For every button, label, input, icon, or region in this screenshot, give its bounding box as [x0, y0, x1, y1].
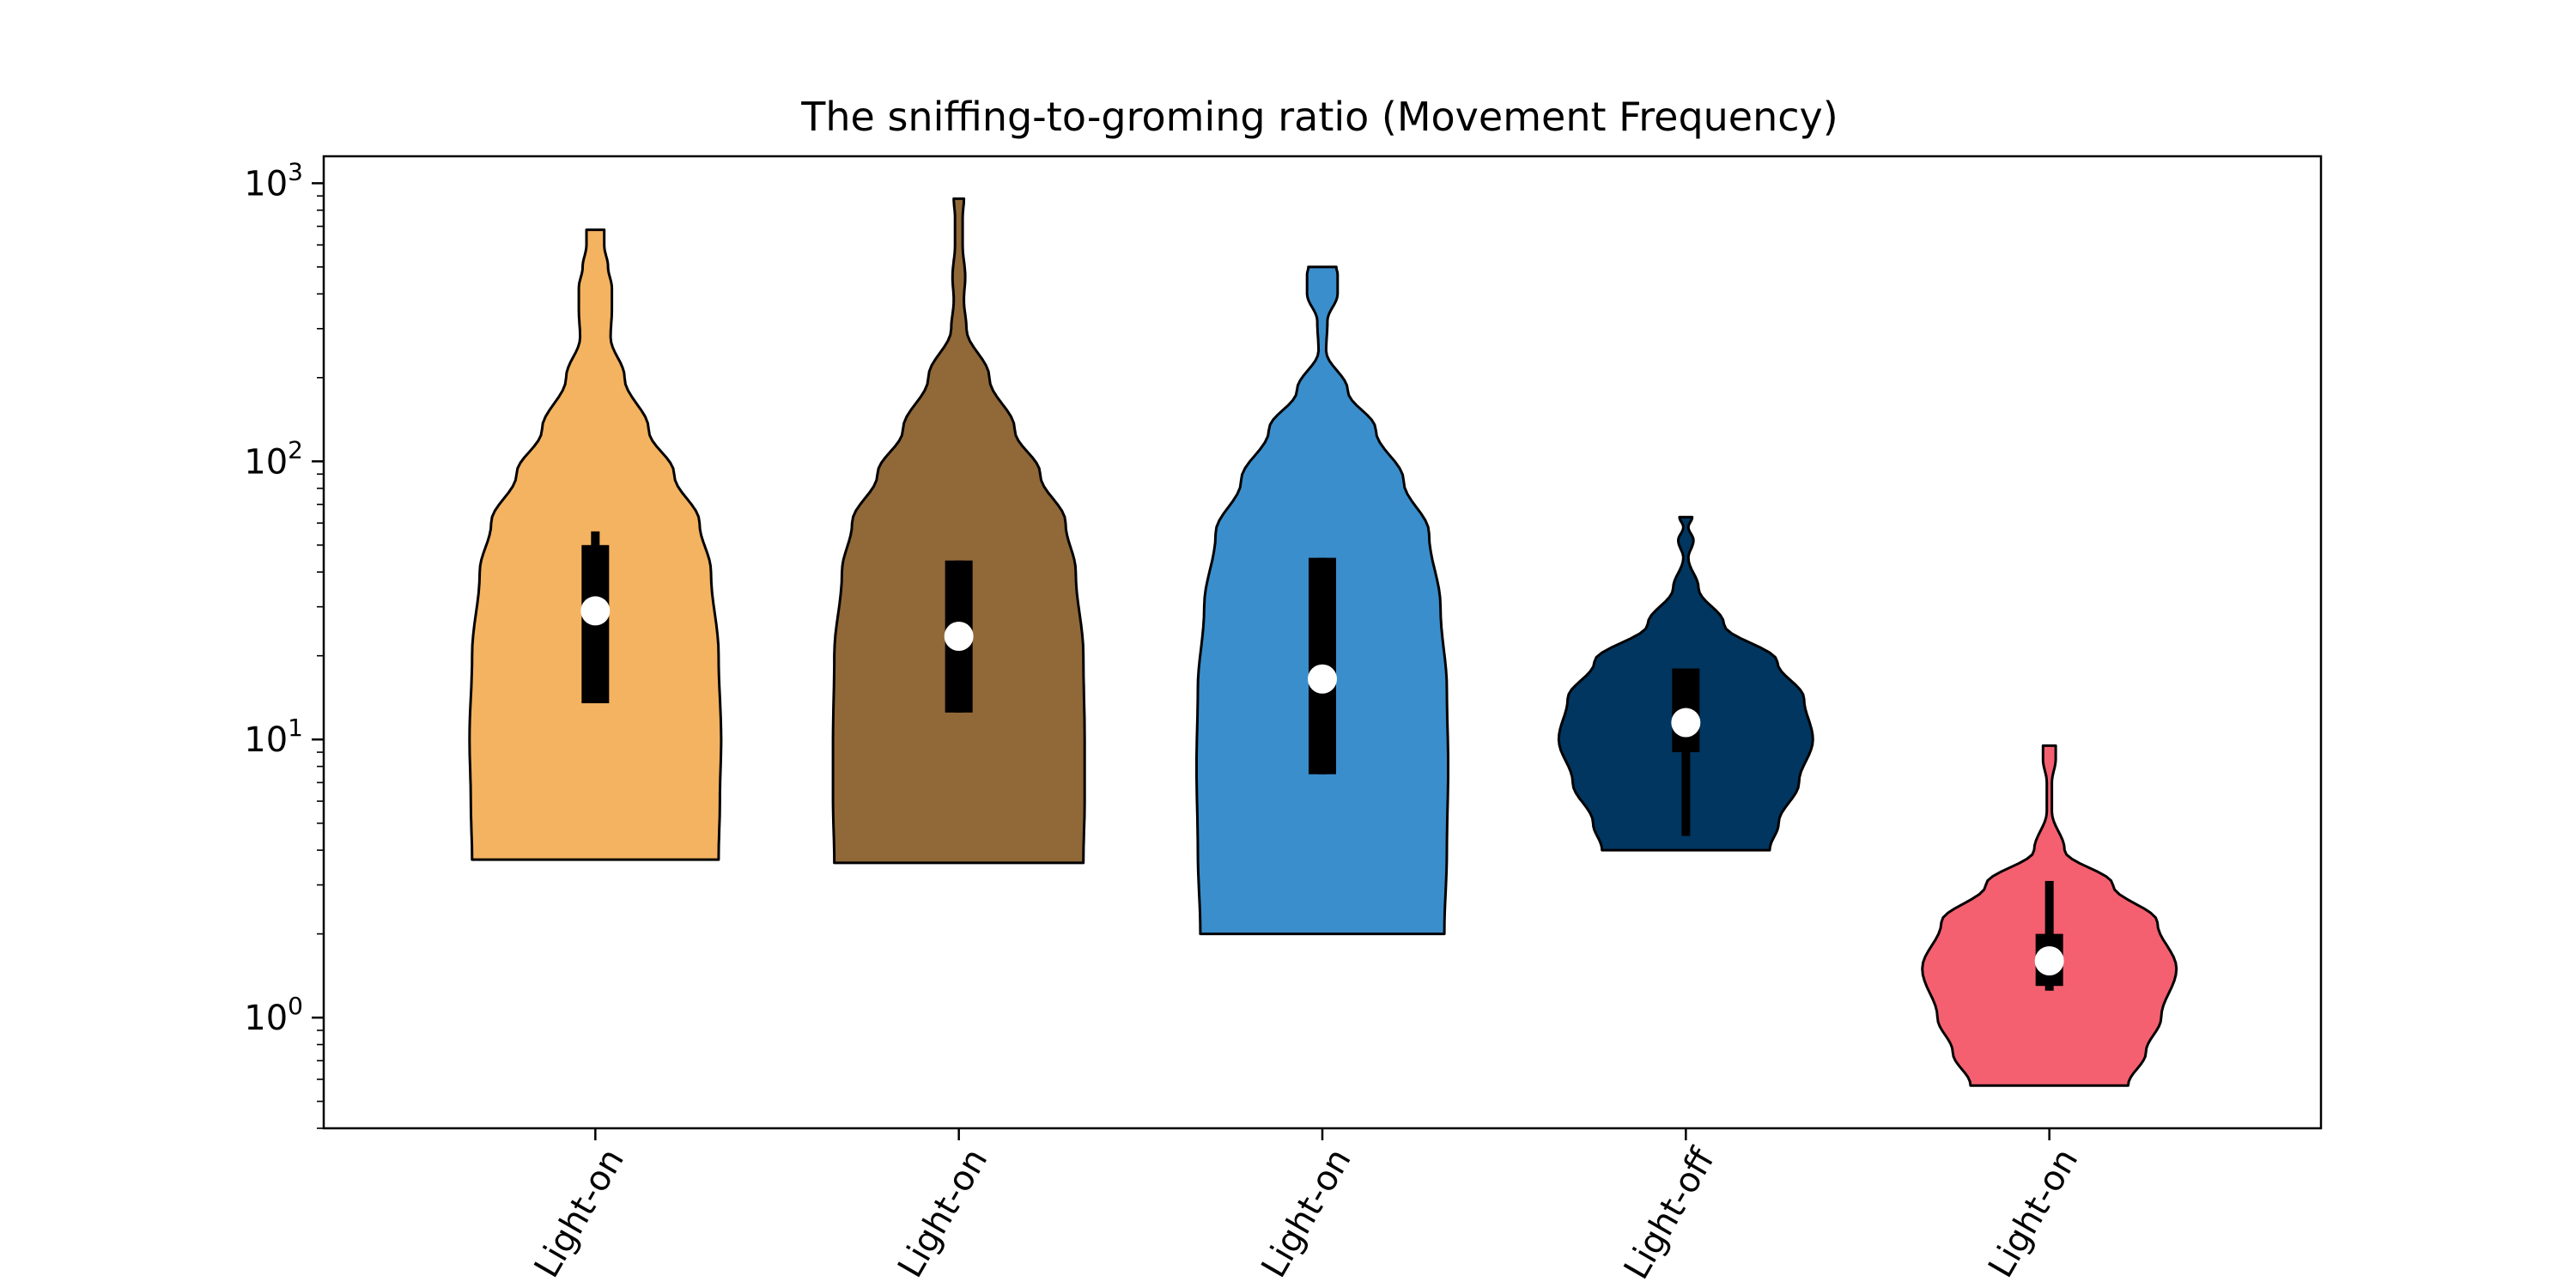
violin-median-point	[1671, 708, 1701, 738]
violin-5	[1921, 744, 2178, 1087]
y-tick-label: 102	[244, 435, 303, 482]
y-tick-label: 103	[244, 157, 303, 204]
violin-2	[831, 197, 1086, 865]
violin-1	[468, 228, 723, 861]
violin-4	[1557, 515, 1814, 852]
x-axis: Light-on Light-on Light-on Light-off Light-o…	[527, 1128, 2086, 1286]
x-tick-label: Light-on	[1254, 1142, 1358, 1285]
x-tick-label: Light-on	[1981, 1142, 2086, 1285]
violin-median-point	[944, 622, 974, 652]
violins-group	[468, 197, 2178, 1087]
violin-median-point	[2034, 945, 2064, 975]
violin-body	[831, 197, 1086, 865]
violin-median-point	[1308, 664, 1337, 694]
chart-title: The sniffing-to-groming ratio (Movement …	[800, 94, 1838, 140]
violin-3	[1195, 265, 1449, 936]
x-tick-label: Light-on	[890, 1142, 995, 1285]
y-tick-label: 100	[244, 992, 303, 1038]
y-tick-label: 101	[244, 714, 303, 760]
violin-median-point	[580, 596, 611, 626]
y-axis: 100 101 102 103	[244, 157, 324, 1129]
x-tick-label: Light-on	[527, 1142, 632, 1285]
x-tick-label: Light-off	[1617, 1141, 1723, 1286]
